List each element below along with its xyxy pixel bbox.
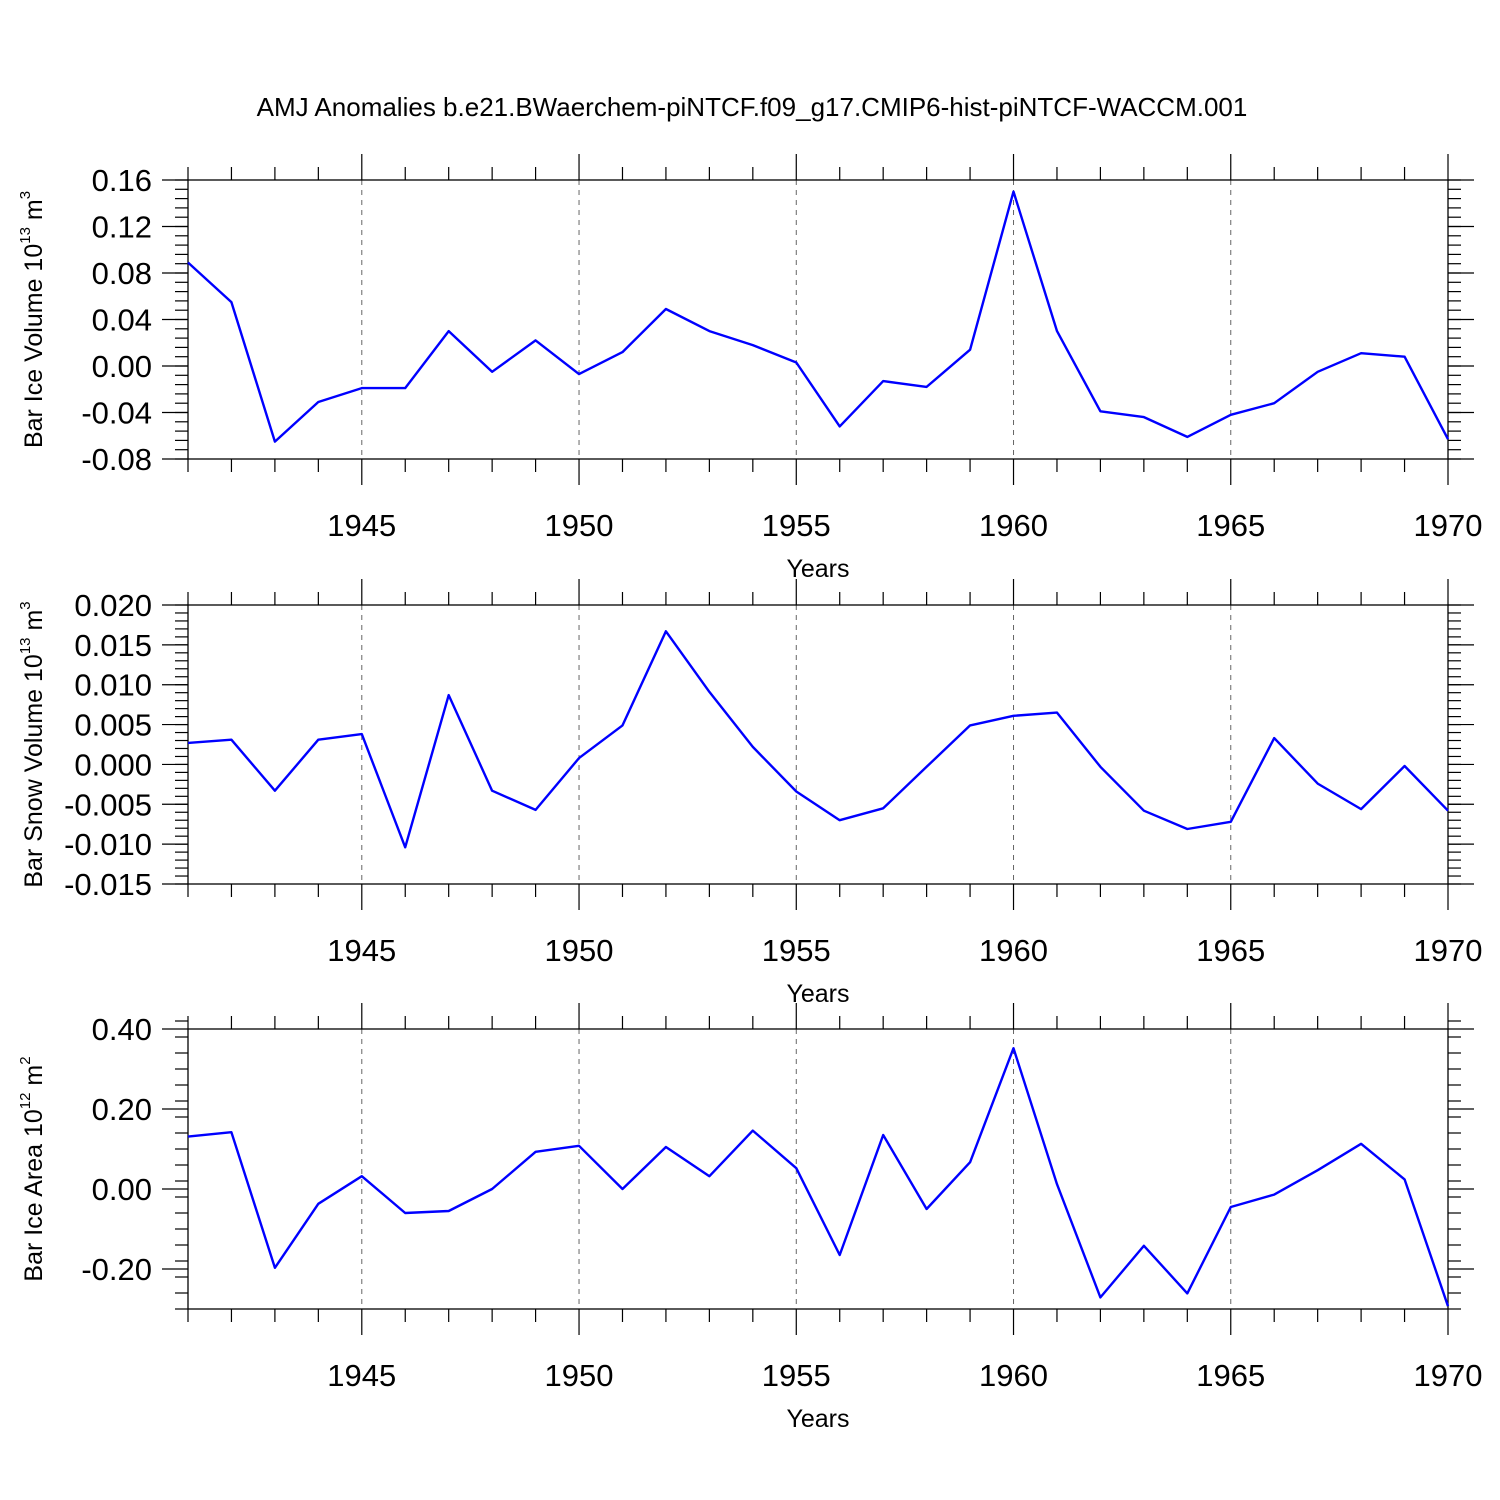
y-tick-label: 0.12 xyxy=(92,210,152,245)
y-tick-label: 0.40 xyxy=(92,1012,152,1047)
x-tick-label: 1945 xyxy=(327,508,396,543)
y-tick-label: 0.16 xyxy=(92,163,152,198)
y-tick-label: 0.00 xyxy=(92,349,152,384)
x-tick-label: 1945 xyxy=(327,1358,396,1393)
series-line xyxy=(187,1046,1450,1307)
y-tick-label: -0.08 xyxy=(81,442,152,477)
y-tick-label: 0.00 xyxy=(92,1172,152,1207)
x-tick-label: 1970 xyxy=(1414,933,1483,968)
x-tick-label: 1965 xyxy=(1196,933,1265,968)
x-tick-label: 1945 xyxy=(327,933,396,968)
y-axis-title: Bar Ice Volume 1013 m3 xyxy=(17,191,48,448)
x-tick-label: 1965 xyxy=(1196,508,1265,543)
y-tick-label: 0.000 xyxy=(74,747,152,782)
x-tick-label: 1950 xyxy=(545,1358,614,1393)
x-tick-label: 1950 xyxy=(545,933,614,968)
panel-2: -0.015 -0.010 -0.005 0.000 0.005 0.010 0.015 0.… xyxy=(17,579,1482,1008)
x-tick-label: 1970 xyxy=(1414,1358,1483,1393)
x-tick-label: 1950 xyxy=(545,508,614,543)
x-tick-label: 1965 xyxy=(1196,1358,1265,1393)
series-line xyxy=(187,190,1450,443)
plot-frame xyxy=(187,179,1449,460)
x-tick-label: 1970 xyxy=(1414,508,1483,543)
x-tick-label: 1955 xyxy=(762,508,831,543)
x-axis-title: Years xyxy=(786,980,849,1008)
chart-title: AMJ Anomalies b.e21.BWaerchem-piNTCF.f09… xyxy=(257,92,1248,122)
y-tick-label: 0.020 xyxy=(74,588,152,623)
plot-frame xyxy=(187,604,1449,885)
x-tick-label: 1955 xyxy=(762,933,831,968)
x-axis-title: Years xyxy=(786,1405,849,1433)
y-tick-label: -0.005 xyxy=(64,787,152,822)
x-tick-label: 1960 xyxy=(979,1358,1048,1393)
panel-3: -0.20 0.00 0.20 0.40 1945 1950 1955 1960 1965 197… xyxy=(17,1003,1482,1433)
series-line xyxy=(187,630,1449,849)
plot-frame xyxy=(187,1028,1449,1310)
y-tick-label: -0.04 xyxy=(81,396,152,431)
y-tick-label: -0.015 xyxy=(64,867,152,902)
y-tick-label: 0.010 xyxy=(74,668,152,703)
y-tick-label: -0.20 xyxy=(81,1252,152,1287)
y-axis-title: Bar Ice Area 1012 m2 xyxy=(17,1056,48,1281)
y-tick-label: 0.015 xyxy=(74,628,152,663)
x-tick-label: 1960 xyxy=(979,508,1048,543)
y-axis-title: Bar Snow Volume 1013 m3 xyxy=(17,601,48,887)
x-axis-title: Years xyxy=(786,555,849,583)
panel-1: -0.08 -0.04 0.00 0.04 0.08 0.12 0.16 1945 1950 19… xyxy=(17,154,1482,583)
y-tick-label: 0.04 xyxy=(92,303,152,338)
y-tick-label: -0.010 xyxy=(64,827,152,862)
x-tick-label: 1960 xyxy=(979,933,1048,968)
y-tick-label: 0.005 xyxy=(74,708,152,743)
x-tick-label: 1955 xyxy=(762,1358,831,1393)
y-tick-label: 0.08 xyxy=(92,256,152,291)
y-tick-label: 0.20 xyxy=(92,1092,152,1127)
